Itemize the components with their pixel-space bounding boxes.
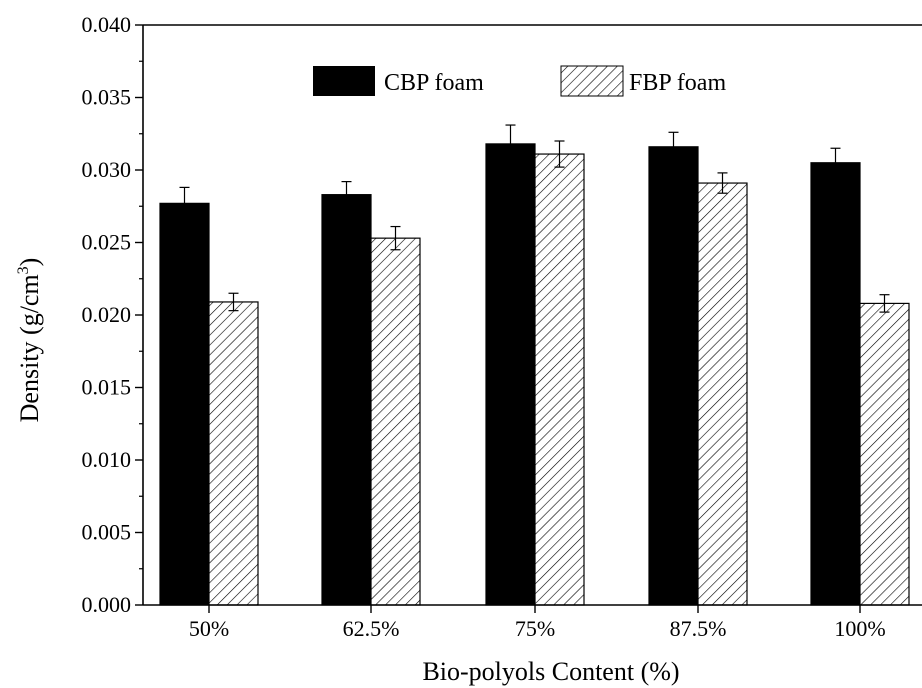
error-bars: [179, 124, 890, 313]
error-bar: [179, 186, 190, 220]
x-tick-label: 87.5%: [670, 616, 727, 641]
bar-fbp-foam: [534, 153, 585, 606]
legend-swatch-fbp: [560, 65, 624, 97]
error-bar: [390, 225, 401, 251]
bar-fbp-foam: [697, 182, 748, 606]
y-axis-ticks: 0.000 0.005 0.010 0.015 0.020 0.025 0.030 0.035…: [82, 12, 143, 617]
y-tick-label: 0.000: [82, 592, 132, 617]
y-tick-label: 0.020: [82, 302, 132, 327]
error-bar: [554, 140, 565, 168]
y-axis-title-superscript: 3: [15, 266, 32, 274]
y-axis-title-close: ): [15, 258, 44, 267]
y-tick-label: 0.025: [82, 230, 132, 255]
y-axis-title: Density (g/cm3): [15, 258, 44, 423]
legend: CBP foam FBP foam: [313, 65, 726, 97]
error-bar: [879, 294, 890, 313]
bar-fbp-foam: [859, 302, 910, 606]
bar-cbp-foam: [648, 146, 699, 606]
x-tick-label: 62.5%: [343, 616, 400, 641]
y-tick-label: 0.035: [82, 85, 132, 110]
x-tick-label: 100%: [834, 616, 885, 641]
error-bar: [341, 181, 352, 209]
legend-swatch-cbp: [313, 66, 375, 96]
x-tick-label: 50%: [189, 616, 229, 641]
error-bar: [228, 292, 239, 312]
bar-cbp-foam: [485, 143, 536, 606]
bar-fbp-foam: [370, 237, 421, 606]
bar-fbp-foam: [208, 301, 259, 606]
y-tick-label: 0.015: [82, 375, 132, 400]
x-axis-ticks: 50% 62.5% 75% 87.5% 100%: [189, 605, 886, 641]
bar-cbp-foam: [159, 202, 210, 606]
x-axis-title: Bio-polyols Content (%): [422, 657, 679, 686]
y-tick-label: 0.040: [82, 12, 132, 37]
bars: [159, 143, 910, 606]
error-bar: [668, 131, 679, 162]
x-tick-label: 75%: [515, 616, 555, 641]
error-bar: [505, 124, 516, 164]
legend-label-fbp: FBP foam: [629, 70, 726, 96]
bar-cbp-foam: [321, 194, 372, 606]
bar-cbp-foam: [810, 162, 861, 606]
y-tick-label: 0.030: [82, 157, 132, 182]
error-bar: [717, 172, 728, 194]
error-bar: [830, 147, 841, 178]
legend-label-cbp: CBP foam: [384, 70, 484, 96]
y-tick-label: 0.010: [82, 447, 132, 472]
y-tick-label: 0.005: [82, 520, 132, 545]
y-axis-title-text: Density (g/cm: [15, 274, 44, 422]
